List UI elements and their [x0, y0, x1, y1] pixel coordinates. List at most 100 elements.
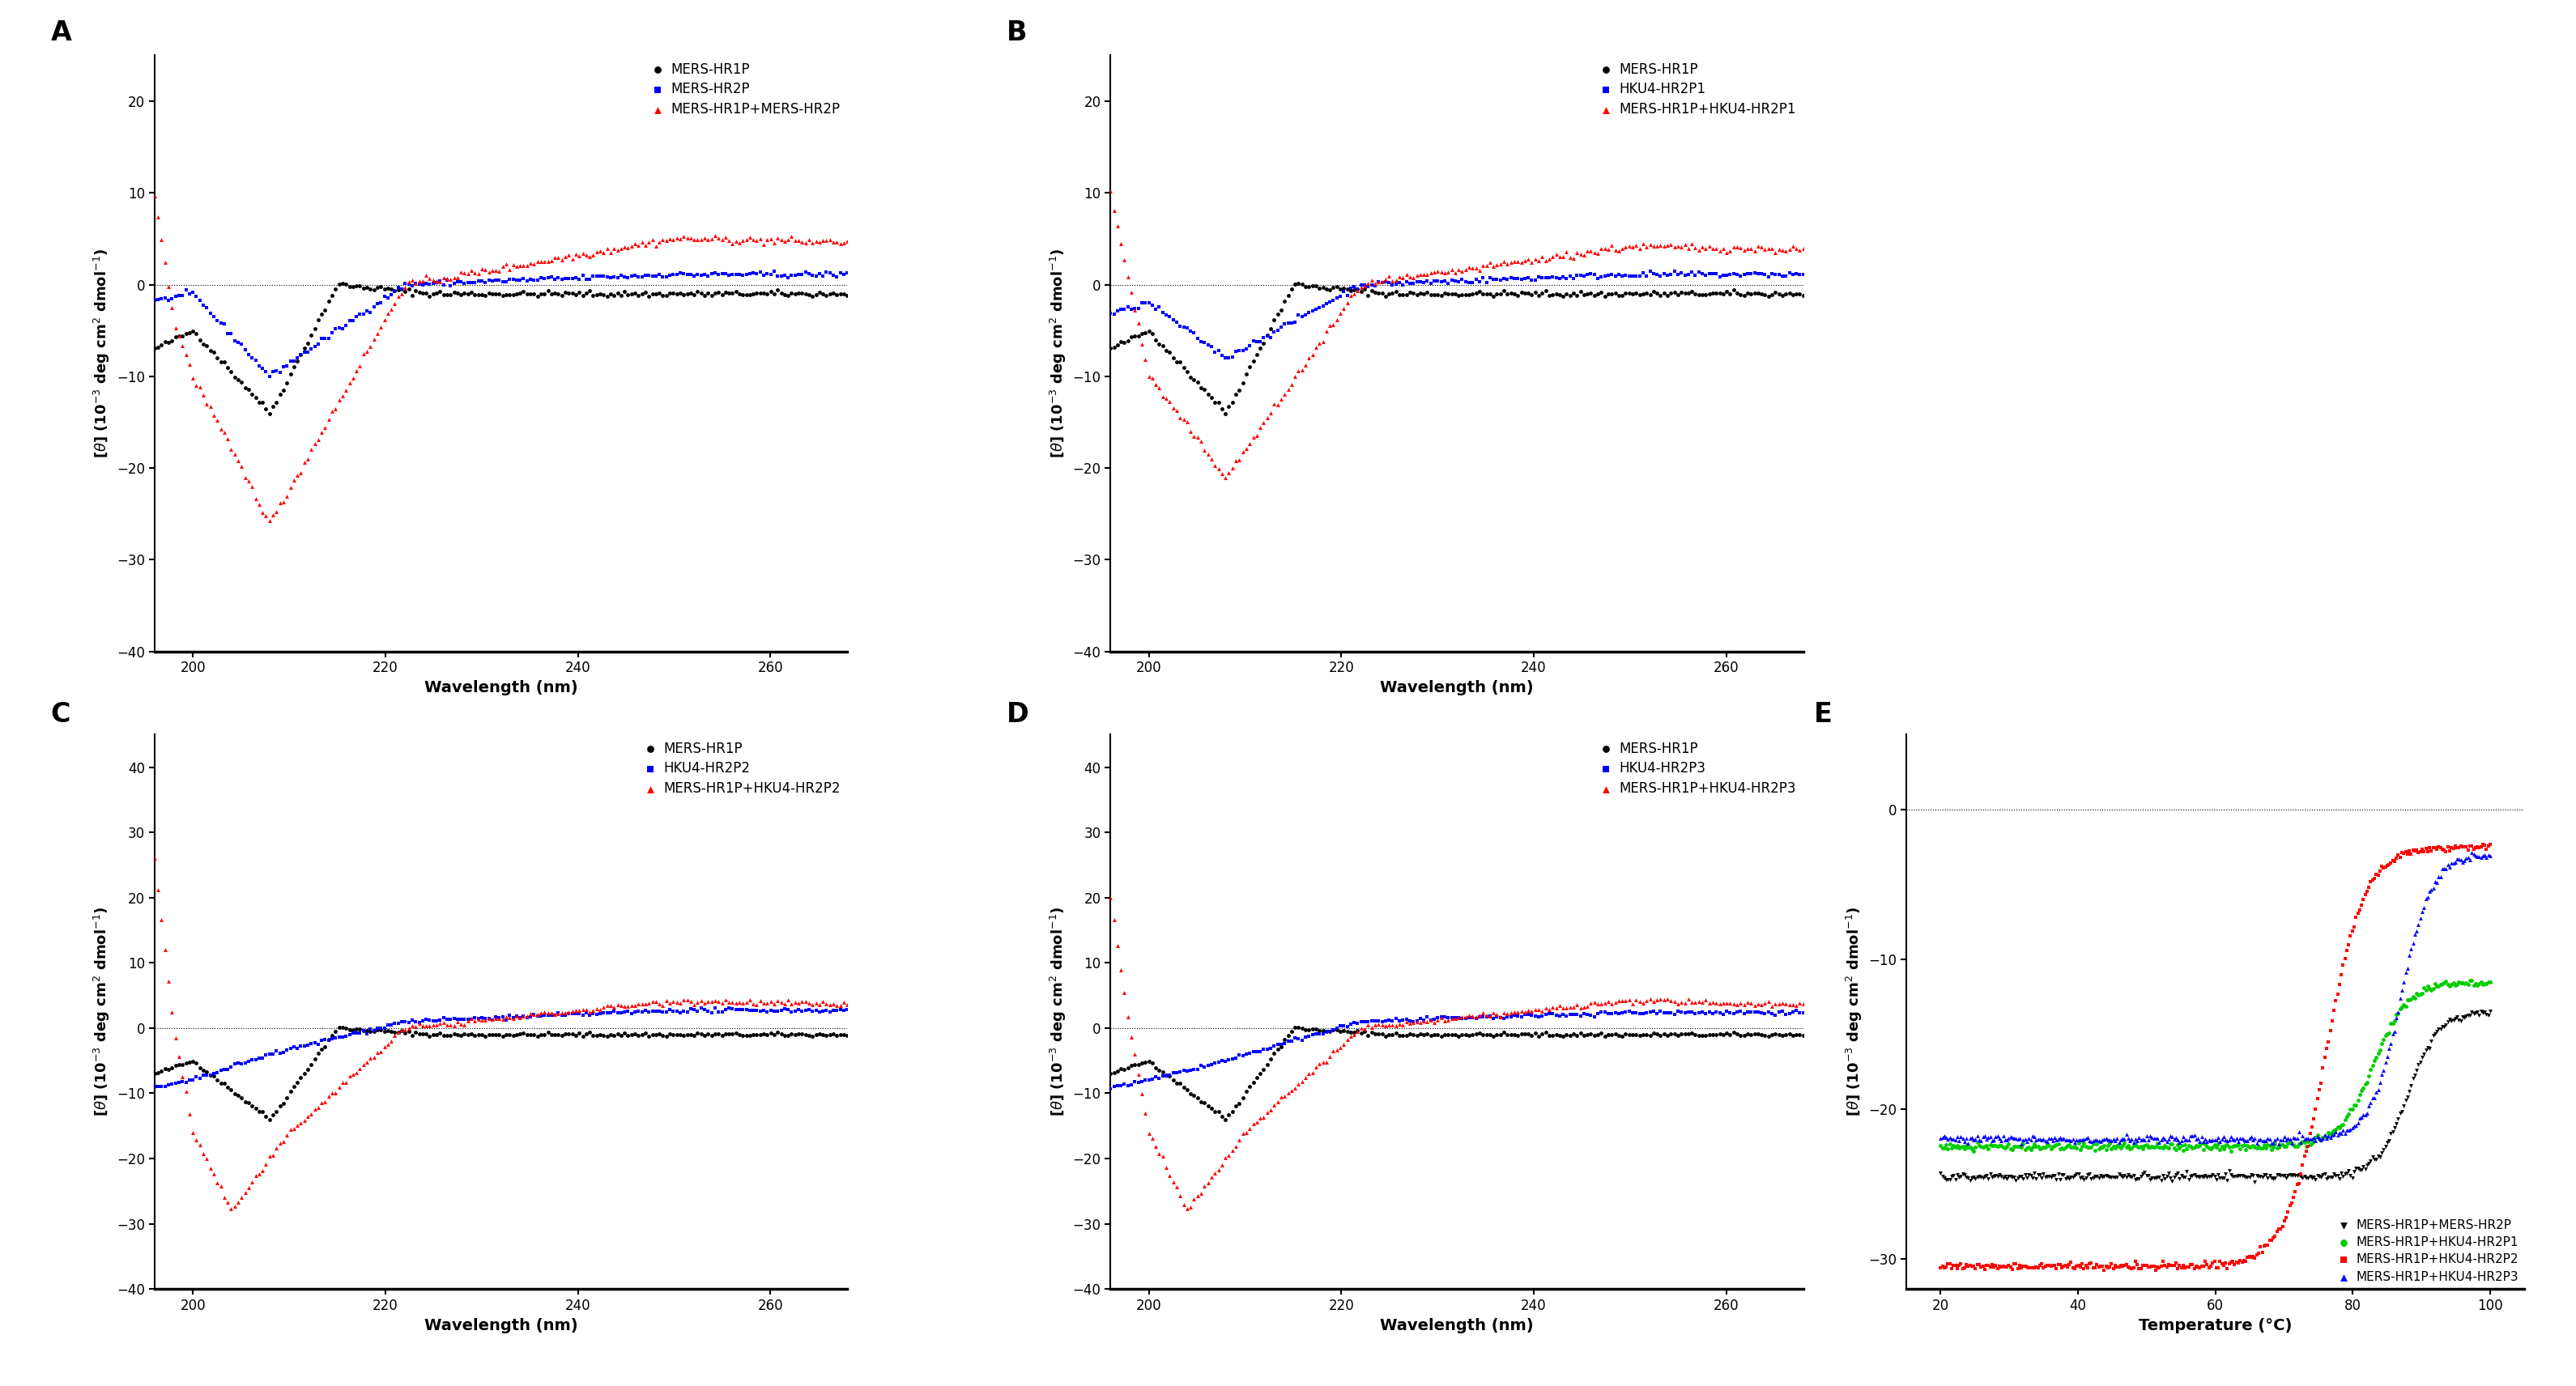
MERS-HR1P+HKU4-HR2P1 [2159, 1137, 2200, 1159]
MERS-HR1P+MERS-HR2P [2205, 1163, 2246, 1185]
Text: A: A [52, 19, 72, 46]
MERS-HR1P+HKU4-HR2P2 [224, 1181, 265, 1203]
MERS-HR1P+HKU4-HR2P1 [2285, 1131, 2326, 1153]
HKU4-HR2P2 [652, 1001, 693, 1023]
MERS-HR1P+HKU4-HR2P3 [2012, 1125, 2053, 1148]
MERS-HR1P+HKU4-HR2P2 [806, 992, 848, 1015]
MERS-HR1P+HKU4-HR2P3 [2290, 1128, 2331, 1150]
MERS-HR2P [757, 265, 799, 287]
MERS-HR1P+HKU4-HR2P3 [1103, 981, 1144, 1003]
MERS-HR2P [677, 263, 719, 286]
MERS-HR1P+MERS-HR2P [2172, 1164, 2213, 1186]
MERS-HR1P [1185, 1092, 1226, 1114]
MERS-HR1P+HKU4-HR2P3 [2125, 1130, 2166, 1152]
MERS-HR1P+HKU4-HR2P3 [2362, 1063, 2403, 1085]
MERS-HR1P+HKU4-HR2P3 [1994, 1127, 2035, 1149]
HKU4-HR2P3 [1247, 1038, 1288, 1060]
HKU4-HR2P1 [1167, 316, 1208, 338]
MERS-HR1P+HKU4-HR2P1 [2429, 974, 2470, 997]
MERS-HR1P [1566, 283, 1607, 305]
MERS-HR2P [484, 270, 526, 292]
MERS-HR1P [1337, 277, 1378, 299]
MERS-HR1P+HKU4-HR2P3 [2403, 897, 2445, 919]
MERS-HR1P+HKU4-HR2P3 [1108, 1006, 1149, 1028]
MERS-HR1P [1360, 281, 1401, 304]
MERS-HR1P [304, 1035, 345, 1058]
MERS-HR1P+HKU4-HR2P3 [1976, 1125, 2017, 1148]
MERS-HR1P+HKU4-HR2P3 [1406, 1010, 1448, 1033]
MERS-HR1P+HKU4-HR2P1 [2143, 1137, 2184, 1159]
MERS-HR1P+HKU4-HR2P2 [569, 1001, 611, 1023]
HKU4-HR2P2 [180, 1067, 222, 1089]
MERS-HR1P+MERS-HR2P [587, 237, 629, 259]
MERS-HR1P [402, 283, 443, 305]
MERS-HR1P+HKU4-HR2P3 [2432, 852, 2473, 875]
HKU4-HR2P2 [363, 1017, 404, 1040]
HKU4-HR2P2 [273, 1035, 314, 1058]
MERS-HR1P+HKU4-HR2P1 [2267, 1132, 2308, 1155]
MERS-HR1P [142, 334, 183, 356]
MERS-HR1P+MERS-HR2P [2470, 999, 2512, 1021]
MERS-HR1P [1128, 320, 1170, 342]
MERS-HR1P+HKU4-HR2P1 [1200, 463, 1242, 485]
HKU4-HR2P3 [1425, 1006, 1466, 1028]
MERS-HR1P [459, 1024, 500, 1046]
MERS-HR1P+HKU4-HR2P2 [500, 1006, 541, 1028]
MERS-HR1P [335, 1017, 376, 1040]
MERS-HR1P [781, 1023, 822, 1045]
MERS-HR1P [1525, 280, 1566, 302]
MERS-HR1P [1592, 1023, 1633, 1045]
HKU4-HR2P1 [1296, 298, 1337, 320]
MERS-HR1P [1654, 281, 1695, 304]
MERS-HR2P [453, 272, 495, 294]
MERS-HR1P+HKU4-HR2P2 [245, 1153, 286, 1175]
MERS-HR1P+MERS-HR2P [1991, 1166, 2032, 1188]
MERS-HR1P+HKU4-HR2P2 [2275, 1181, 2316, 1203]
MERS-HR1P+HKU4-HR2P1 [1682, 236, 1723, 258]
MERS-HR1P [1399, 281, 1440, 304]
HKU4-HR2P2 [147, 1074, 188, 1096]
MERS-HR1P [1324, 1020, 1365, 1042]
MERS-HR1P [1298, 1019, 1340, 1041]
MERS-HR1P+HKU4-HR2P2 [412, 1015, 453, 1037]
MERS-HR1P+HKU4-HR2P1 [1296, 337, 1337, 359]
MERS-HR1P+HKU4-HR2P3 [2002, 1132, 2043, 1155]
MERS-HR1P [1131, 323, 1172, 345]
MERS-HR1P [510, 283, 551, 305]
HKU4-HR2P1 [1255, 320, 1296, 342]
MERS-HR1P+HKU4-HR2P1 [1195, 455, 1236, 477]
MERS-HR2P [626, 265, 667, 287]
HKU4-HR2P1 [1584, 265, 1625, 287]
MERS-HR1P [461, 283, 502, 305]
MERS-HR2P [592, 266, 634, 288]
MERS-HR1P+HKU4-HR2P1 [2048, 1135, 2089, 1157]
MERS-HR1P+HKU4-HR2P1 [2002, 1137, 2043, 1159]
MERS-HR1P+HKU4-HR2P2 [294, 1098, 335, 1120]
MERS-HR1P+HKU4-HR2P3 [1476, 1003, 1517, 1026]
MERS-HR1P+HKU4-HR2P1 [1409, 262, 1450, 284]
MERS-HR1P+MERS-HR2P [1994, 1166, 2035, 1188]
MERS-HR1P+MERS-HR2P [2264, 1167, 2306, 1189]
MERS-HR1P+HKU4-HR2P1 [1744, 238, 1785, 261]
MERS-HR2P [755, 261, 796, 283]
MERS-HR1P [1291, 274, 1332, 297]
MERS-HR1P+HKU4-HR2P3 [2362, 1059, 2403, 1081]
MERS-HR1P+HKU4-HR2P1 [2027, 1135, 2069, 1157]
HKU4-HR2P2 [240, 1046, 281, 1069]
MERS-HR1P+HKU4-HR2P2 [2058, 1254, 2099, 1277]
HKU4-HR2P1 [1319, 286, 1360, 308]
MERS-HR1P+HKU4-HR2P1 [2089, 1132, 2130, 1155]
MERS-HR1P+HKU4-HR2P2 [2306, 1038, 2347, 1060]
MERS-HR1P+HKU4-HR2P2 [600, 995, 641, 1017]
MERS-HR1P+HKU4-HR2P2 [2239, 1236, 2280, 1258]
HKU4-HR2P3 [1646, 1001, 1687, 1023]
MERS-HR1P [549, 1023, 590, 1045]
HKU4-HR2P3 [1309, 1020, 1350, 1042]
MERS-HR1P+HKU4-HR2P2 [144, 938, 185, 960]
MERS-HR2P [672, 265, 714, 287]
MERS-HR1P [191, 1063, 232, 1085]
MERS-HR1P+HKU4-HR2P3 [1646, 988, 1687, 1010]
MERS-HR1P+HKU4-HR2P2 [729, 988, 770, 1010]
MERS-HR1P [294, 1048, 335, 1070]
MERS-HR1P+HKU4-HR2P1 [1929, 1132, 1971, 1155]
